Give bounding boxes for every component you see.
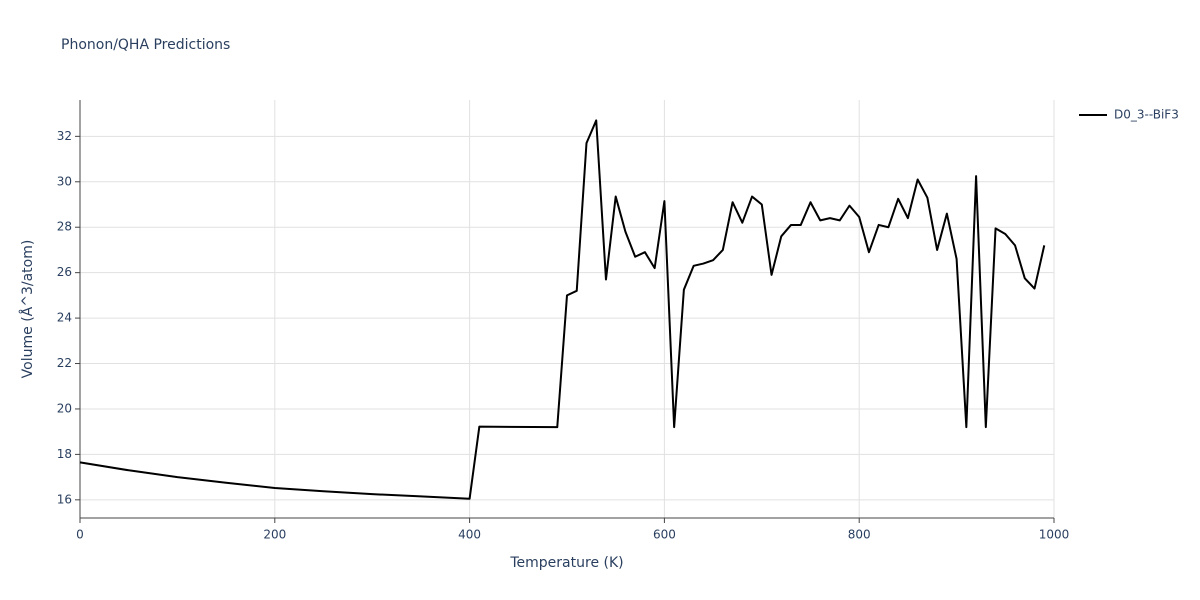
y-tick-label: 30 <box>57 174 72 188</box>
y-tick-label: 18 <box>57 447 72 461</box>
y-tick-label: 28 <box>57 220 72 234</box>
line <box>79 119 1046 500</box>
x-tick-label: 400 <box>458 528 481 542</box>
x-tick-label: 800 <box>848 528 871 542</box>
y-tick-label: 24 <box>57 311 72 325</box>
x-tick-label: 600 <box>653 528 676 542</box>
y-tick-label: 22 <box>57 356 72 370</box>
y-tick-label: 16 <box>57 492 72 506</box>
x-axis-label: Temperature (K) <box>509 555 623 571</box>
x-tick-label: 200 <box>263 528 286 542</box>
x-tick-label: 0 <box>76 528 84 542</box>
y-axis-label: Volume (Å^3/atom) <box>19 240 36 379</box>
chart-title: Phonon/QHA Predictions <box>61 37 230 53</box>
legend-label: D0_3--BiF3 <box>1114 108 1179 122</box>
y-tick-label: 20 <box>57 401 72 415</box>
y-tick-label: 32 <box>57 129 72 143</box>
x-tick-label: 1000 <box>1039 528 1070 542</box>
y-tick-label: 26 <box>57 265 72 279</box>
